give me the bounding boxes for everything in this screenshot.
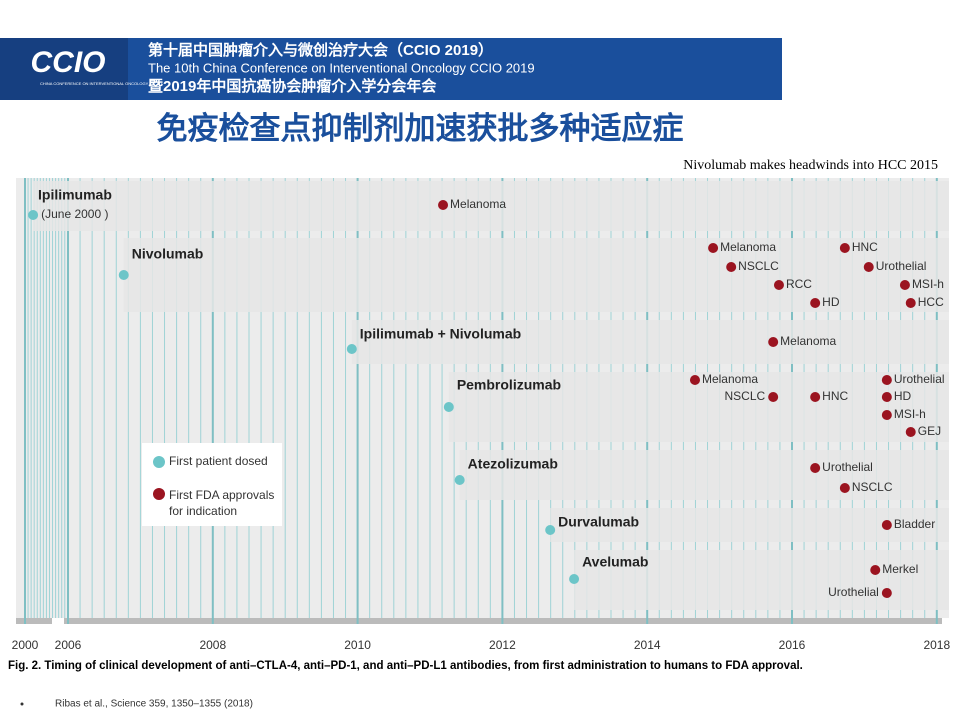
- approval-dot: [881, 392, 892, 402]
- first-dose-dot: [443, 402, 454, 412]
- approval-label: Urothelial: [828, 585, 879, 599]
- x-tick-label: 2000: [12, 638, 39, 652]
- logo: CCIO: [31, 46, 106, 79]
- legend-box: [142, 443, 282, 526]
- approval-label: GEJ: [918, 424, 941, 438]
- approval-label: NSCLC: [724, 389, 765, 403]
- approval-label: Melanoma: [450, 197, 506, 211]
- approval-dot: [870, 565, 881, 575]
- approval-dot: [881, 588, 892, 598]
- approval-label: Urothelial: [894, 372, 945, 386]
- approval-label: HCC: [918, 295, 944, 309]
- slide-title: 免疫检查点抑制剂加速获批多种适应症: [157, 111, 684, 146]
- drug-name: Ipilimumab + Nivolumab: [360, 326, 521, 342]
- first-dose-dot: [118, 270, 129, 280]
- header-line: 暨2019年中国抗癌协会肿瘤介入学分会年会: [148, 77, 436, 95]
- approval-label: NSCLC: [852, 480, 893, 494]
- legend-dot: [153, 456, 165, 468]
- caption: Fig. 2. Timing of clinical development o…: [8, 660, 803, 672]
- x-tick-label: 2006: [55, 638, 82, 652]
- approval-dot: [810, 298, 821, 308]
- header-line: 第十届中国肿瘤介入与微创治疗大会（CCIO 2019）: [148, 41, 493, 59]
- approval-label: Melanoma: [702, 372, 758, 386]
- approval-label: Urothelial: [822, 460, 873, 474]
- approval-dot: [810, 463, 821, 473]
- approval-label: Melanoma: [780, 334, 836, 348]
- legend-label: First patient dosed: [169, 454, 268, 468]
- approval-dot: [881, 520, 892, 530]
- first-dose-dot: [545, 525, 556, 535]
- approval-label: MSI-h: [894, 407, 926, 421]
- x-tick-label: 2012: [489, 638, 516, 652]
- first-dose-dot: [569, 574, 580, 584]
- drug-name: Avelumab: [582, 554, 648, 570]
- drug-name: Ipilimumab: [38, 187, 112, 203]
- x-tick-label: 2016: [779, 638, 806, 652]
- approval-dot: [881, 410, 892, 420]
- approval-dot: [768, 392, 779, 402]
- approval-label: Urothelial: [876, 259, 927, 273]
- approval-dot: [773, 280, 784, 290]
- approval-dot: [438, 200, 449, 210]
- approval-dot: [881, 375, 892, 385]
- bullet: [20, 702, 24, 706]
- drug-name: Atezolizumab: [468, 456, 558, 472]
- row-band: [351, 320, 950, 364]
- drug-name: Durvalumab: [558, 514, 639, 530]
- approval-dot: [839, 483, 850, 493]
- approval-dot: [839, 243, 850, 253]
- drug-name: Nivolumab: [132, 246, 204, 262]
- approval-dot: [726, 262, 737, 272]
- approval-label: HNC: [822, 389, 848, 403]
- approval-label: Bladder: [894, 517, 935, 531]
- logo-band: [0, 38, 128, 100]
- legend-line: First FDA approvals: [169, 488, 274, 502]
- logo-sub: CHINA CONFERENCE ON INTERVENTIONAL ONCOL…: [40, 81, 149, 86]
- first-dose-dot: [28, 210, 39, 220]
- approval-label: NSCLC: [738, 259, 779, 273]
- approval-dot: [768, 337, 779, 347]
- first-dose-dot: [454, 475, 465, 485]
- approval-label: Melanoma: [720, 240, 776, 254]
- approval-label: HD: [894, 389, 912, 403]
- row-band: [448, 372, 949, 442]
- legend-line: for indication: [169, 504, 237, 518]
- approval-label: RCC: [786, 277, 812, 291]
- dose-label: (June 2000 ): [41, 207, 108, 221]
- row-band: [33, 181, 950, 231]
- header-band: [0, 38, 782, 100]
- legend-dot: [153, 488, 165, 500]
- approval-dot: [899, 280, 910, 290]
- approval-dot: [810, 392, 821, 402]
- approval-label: Merkel: [882, 562, 918, 576]
- row-band: [574, 550, 949, 610]
- approval-dot: [863, 262, 874, 272]
- x-tick-label: 2008: [199, 638, 226, 652]
- x-tick-label: 2010: [344, 638, 371, 652]
- approval-label: HD: [822, 295, 840, 309]
- header-line: The 10th China Conference on Interventio…: [148, 60, 535, 75]
- x-tick-label: 2018: [923, 638, 950, 652]
- drug-name: Pembrolizumab: [457, 377, 561, 393]
- first-dose-dot: [346, 344, 357, 354]
- approval-dot: [689, 375, 700, 385]
- approval-dot: [905, 427, 916, 437]
- legend-label: First FDA approvals for indication: [169, 488, 274, 518]
- subtitle: Nivolumab makes headwinds into HCC 2015: [683, 158, 938, 173]
- reference: Ribas et al., Science 359, 1350–1355 (20…: [55, 699, 253, 710]
- approval-label: HNC: [852, 240, 878, 254]
- approval-dot: [708, 243, 719, 253]
- x-tick-label: 2014: [634, 638, 661, 652]
- approval-label: MSI-h: [912, 277, 944, 291]
- row-band: [459, 450, 949, 500]
- approval-dot: [905, 298, 916, 308]
